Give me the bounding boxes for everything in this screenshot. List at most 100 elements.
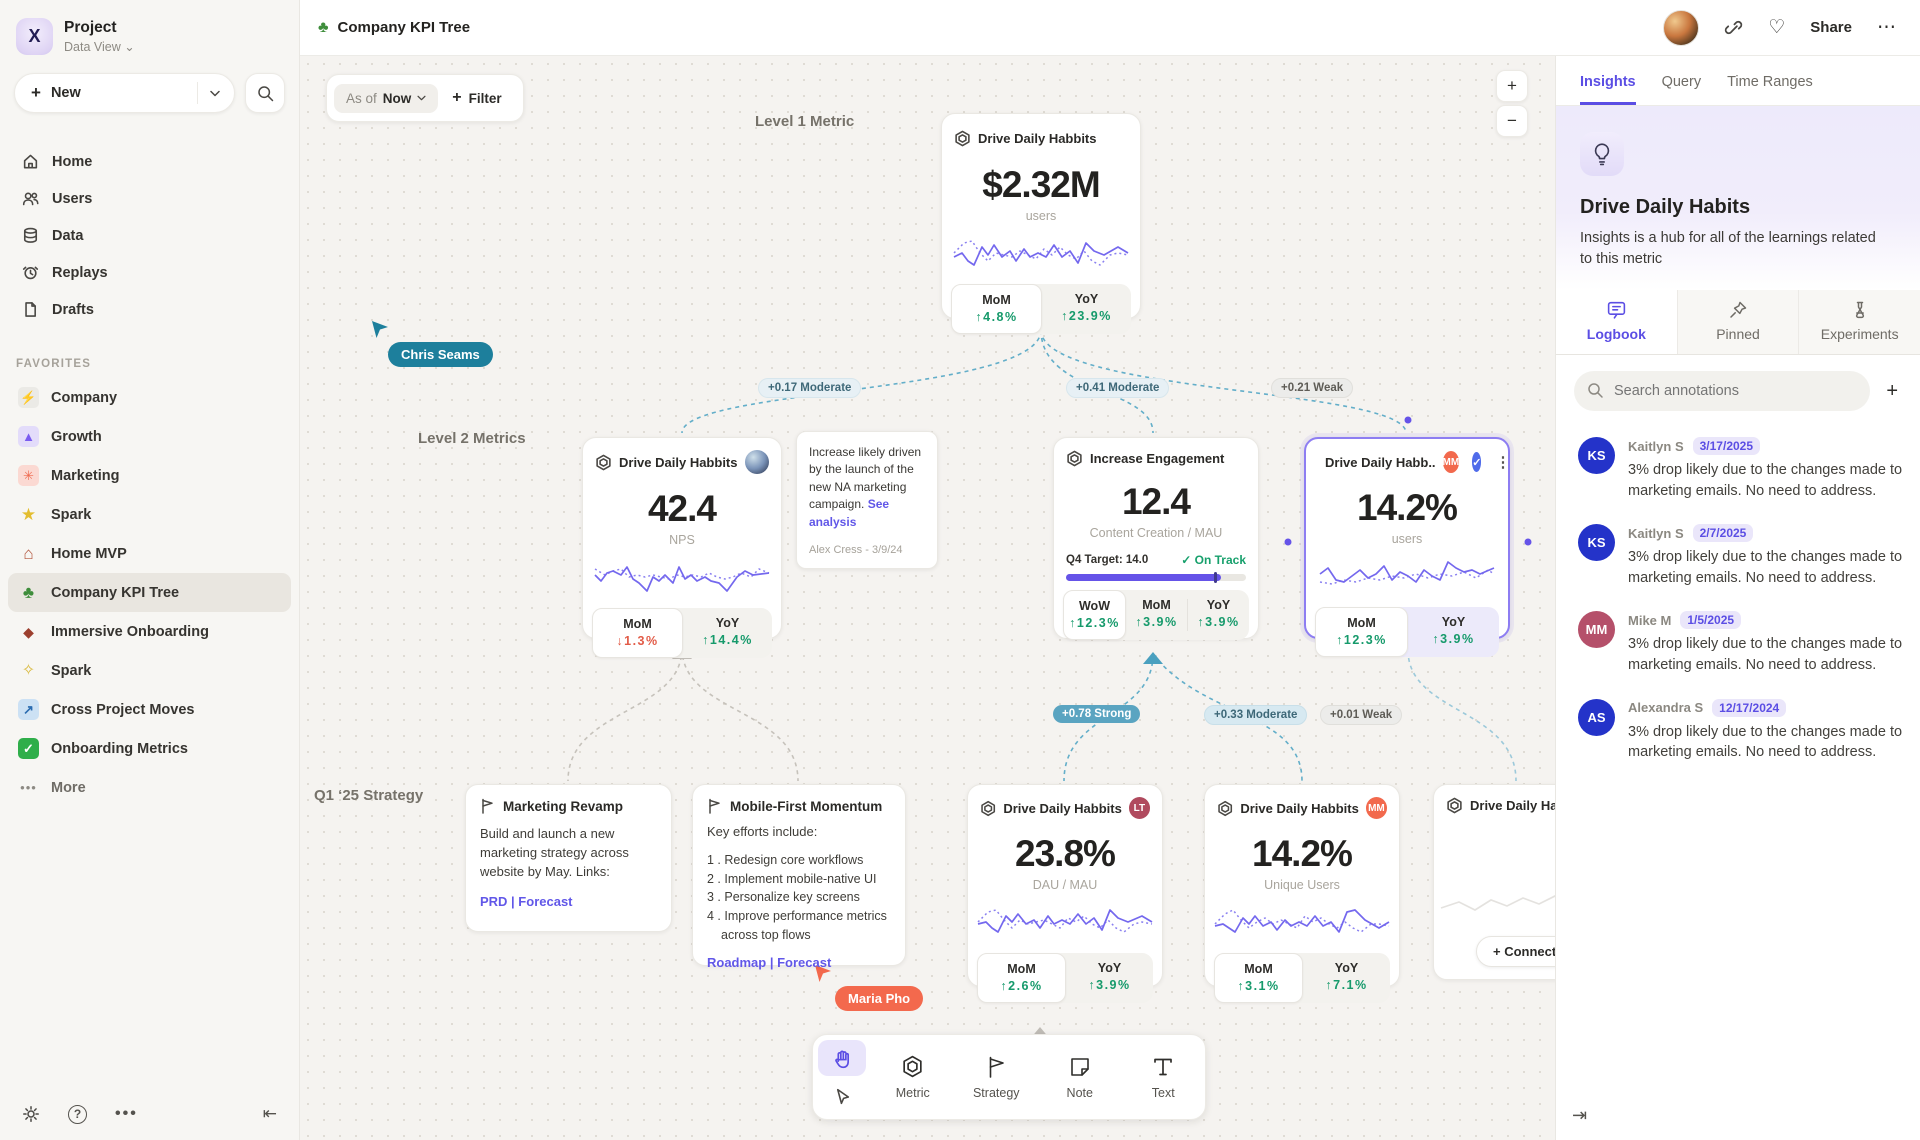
annotation-date: 12/17/2024 [1712,698,1787,717]
fav-item-spark[interactable]: ★ Spark [8,495,291,534]
chevron-down-icon[interactable] [202,90,228,97]
note-author: Alex Cress - 3/9/24 [809,543,903,556]
yoy-toggle[interactable]: YoY ↑7.1% [1325,961,1368,992]
user-avatar[interactable] [1663,9,1700,46]
project-subtitle[interactable]: Data View ⌄ [64,40,135,54]
annotation-text: 3% drop likely due to the changes made t… [1628,723,1903,761]
zoom-in-button[interactable]: + [1496,70,1528,102]
fav-item-cross-project-moves[interactable]: ↗ Cross Project Moves [8,690,291,729]
strategy-links[interactable]: PRD | Forecast [480,893,573,909]
new-button[interactable]: + New [14,73,235,113]
edge-label: +0.33 Moderate [1204,705,1308,725]
metric-card-selected[interactable]: Drive Daily Habb.. MM ✓ ⋮ 14.2% users Mo… [1304,437,1511,657]
metric-tool-button[interactable]: Metric [871,1035,955,1119]
hand-tool-button[interactable] [818,1040,866,1076]
sidebar-item-replays[interactable]: Replays [10,254,289,291]
strategy-tool-button[interactable]: Strategy [955,1035,1039,1119]
subtab-pinned[interactable]: Pinned [1676,290,1799,355]
zoom-out-button[interactable]: − [1496,105,1528,137]
metric-hexagon-icon [1067,450,1082,467]
yoy-toggle[interactable]: YoY ↑14.4% [702,616,753,647]
mom-toggle[interactable]: MoM ↓1.3% [592,608,683,658]
sidebar-item-home[interactable]: Home [10,143,289,180]
strategy-card-mobile-first[interactable]: Mobile-First Momentum Key efforts includ… [692,784,906,970]
fav-item-growth[interactable]: ▲ Growth [8,417,291,456]
search-icon [1587,382,1604,399]
mom-toggle[interactable]: MoM ↑2.6% [977,953,1066,1003]
annotation-note[interactable]: Increase likely driven by the launch of … [796,431,938,569]
as-of-dropdown[interactable]: As of Now [334,83,439,113]
project-switcher[interactable]: X Project Data View ⌄ [0,0,299,65]
favorites-label: FAVORITES [16,358,92,370]
mom-toggle[interactable]: MoM ↑12.3% [1315,607,1408,657]
subtab-experiments[interactable]: Experiments [1798,290,1920,355]
collapse-panel-icon[interactable]: ⇥ [1572,1105,1588,1125]
metric-card-unique-users[interactable]: Drive Daily Habbits MM 14.2% Unique User… [1204,784,1400,1003]
card-menu-icon[interactable]: ⋮ [1495,454,1511,471]
annotation-avatar: KS [1578,524,1615,562]
divider [197,82,198,104]
fav-item-company[interactable]: ⚡ Company [8,378,291,417]
plus-icon: + [31,83,41,102]
collapse-sidebar-icon[interactable]: ⇤ [262,1104,277,1123]
favorite-heart-icon[interactable]: ♡ [1768,17,1786,38]
sidebar-more-button[interactable]: ••• More [8,768,291,807]
tab-query[interactable]: Query [1661,74,1702,90]
target-progress-bar [1066,572,1246,583]
metric-card-dau-mau[interactable]: Drive Daily Habbits LT 23.8% DAU / MAU M… [967,784,1163,1003]
note-tool-button[interactable]: Note [1038,1035,1122,1119]
fav-item-company-kpi-tree[interactable]: ♣ Company KPI Tree [8,573,291,612]
see-analysis-link[interactable]: See analysis [809,497,890,529]
fav-item-immersive-onboarding[interactable]: ◆ Immersive Onboarding [8,612,291,651]
fav-item-marketing[interactable]: ✳ Marketing [8,456,291,495]
filter-button[interactable]: + Filter [452,89,502,106]
annotation-item[interactable]: KS Kaitlyn S 3/17/2025 3% drop likely du… [1578,437,1902,501]
annotation-item[interactable]: KS Kaitlyn S 2/7/2025 3% drop likely due… [1578,524,1902,588]
fav-item-onboarding-metrics[interactable]: ✓ Onboarding Metrics [8,729,291,768]
strategy-card-marketing-revamp[interactable]: Marketing Revamp Build and launch a new … [465,784,672,932]
annotation-item[interactable]: MM Mike M 1/5/2025 3% drop likely due to… [1578,611,1902,675]
more-options-icon[interactable]: ••• [115,1105,138,1122]
add-annotation-button[interactable]: + [1886,379,1898,402]
kpi-tree-canvas[interactable]: As of Now + Filter + − Level 1 Metric Le… [300,56,1555,1140]
yoy-toggle[interactable]: YoY ↑3.9% [1197,598,1240,629]
help-icon[interactable]: ? [68,1104,87,1124]
overflow-menu-icon[interactable]: ⋯ [1877,17,1896,38]
mom-toggle[interactable]: MoM ↑3.9% [1135,598,1178,629]
text-tool-button[interactable]: Text [1122,1035,1206,1119]
tab-insights[interactable]: Insights [1580,74,1636,105]
annotation-search[interactable] [1574,371,1871,412]
connect-button[interactable]: + Connect [1476,936,1555,967]
fav-item-spark-2[interactable]: ✧ Spark [8,651,291,690]
tab-time-ranges[interactable]: Time Ranges [1727,74,1813,90]
metric-card-level1[interactable]: Drive Daily Habbits $2.32M users MoM ↑4.… [941,113,1141,334]
sidebar-item-drafts[interactable]: Drafts [10,291,289,328]
mom-toggle[interactable]: MoM ↑4.8% [951,284,1042,334]
metric-card-partial[interactable]: Drive Daily Hab + Connect [1433,784,1555,980]
flag-icon [709,798,720,814]
sidebar-item-users[interactable]: Users [10,180,289,217]
target-label: Q4 Target: 14.0 [1066,554,1149,566]
select-tool-button[interactable] [818,1078,866,1114]
sidebar-item-data[interactable]: Data [10,217,289,254]
yoy-toggle[interactable]: YoY ↑3.9% [1088,961,1131,992]
yoy-toggle[interactable]: YoY ↑23.9% [1061,292,1112,323]
search-button[interactable] [245,73,285,113]
subtab-logbook[interactable]: Logbook [1556,290,1677,355]
metric-card-engagement[interactable]: Increase Engagement 12.4 Content Creatio… [1053,437,1259,640]
strategy-links[interactable]: Roadmap | Forecast [707,954,832,970]
mom-toggle[interactable]: MoM ↑3.1% [1214,953,1303,1003]
copy-link-icon[interactable] [1724,18,1743,37]
annotation-item[interactable]: AS Alexandra S 12/17/2024 3% drop likely… [1578,698,1902,763]
yoy-toggle[interactable]: YoY ↑3.9% [1432,615,1475,646]
fav-item-home-mvp[interactable]: ⌂ Home MVP [8,534,291,573]
hand-icon [834,1050,849,1068]
wow-toggle[interactable]: WoW ↑12.3% [1063,590,1126,640]
search-annotations-input[interactable] [1574,371,1871,412]
text-icon [1154,1058,1173,1075]
sparkline-chart [1214,909,1390,933]
settings-gear-icon[interactable] [22,1105,40,1123]
share-button[interactable]: Share [1810,19,1852,36]
metric-card-nps[interactable]: Drive Daily Habbits 42.4 NPS MoM ↓1.3% Y… [582,437,782,658]
metric-hexagon-icon [903,1055,922,1078]
